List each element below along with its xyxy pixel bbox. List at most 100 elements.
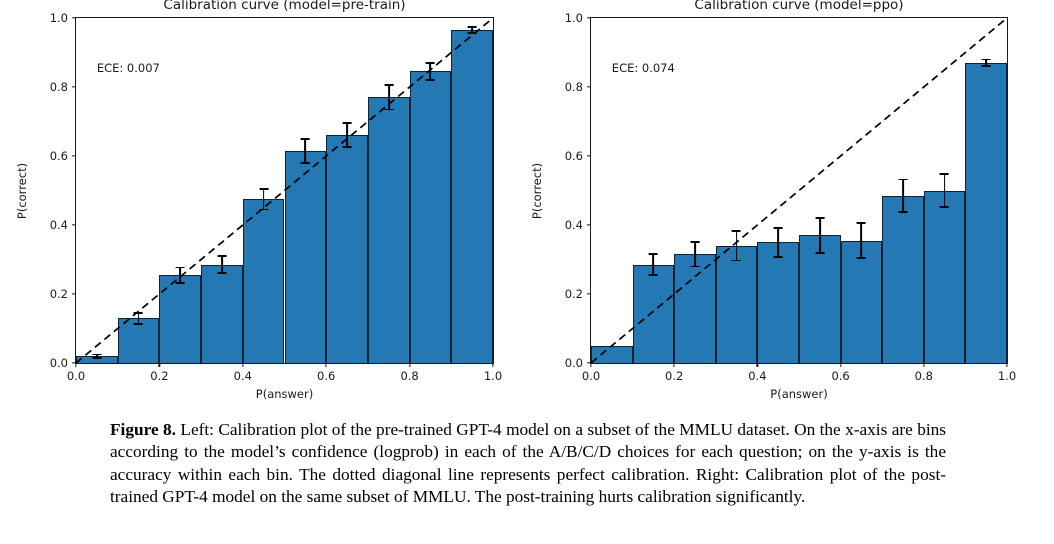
y-tick-mark [587, 155, 591, 157]
error-bar [179, 267, 182, 283]
y-tick-label: 0.0 [564, 356, 583, 370]
x-tick-label: 0.0 [581, 369, 601, 383]
histogram-bar [715, 245, 758, 363]
x-tick-label: 0.6 [831, 369, 850, 383]
x-tick-label: 0.4 [233, 369, 252, 383]
y-tick-label: 0.4 [564, 218, 583, 232]
y-tick-label: 0.6 [564, 149, 583, 163]
y-tick-mark [72, 17, 76, 19]
error-bar [943, 174, 946, 207]
histogram-bar [409, 71, 452, 363]
x-tick-mark [242, 363, 244, 367]
histogram-bar [367, 97, 410, 363]
x-tick-label: 0.4 [748, 369, 767, 383]
histogram-bar [799, 235, 841, 363]
plot-area: ECE: 0.007 0.0 0.2 0.4 0.6 0.8 1.0 0.0 0.2 0.4 0.… [50, 11, 502, 383]
histogram-bar [923, 190, 966, 363]
error-bar [985, 59, 988, 67]
histogram-bar [201, 264, 243, 363]
histogram-bar [674, 254, 716, 363]
chart-title: Calibration curve (model=ppo) [694, 0, 904, 13]
error-bar [346, 123, 348, 148]
ece-annotation: ECE: 0.007 [96, 61, 160, 76]
error-bar [694, 242, 696, 267]
x-tick-mark [492, 363, 494, 367]
y-tick-label: 1.0 [49, 11, 68, 25]
histogram-bar [284, 150, 327, 363]
y-tick-mark [72, 86, 76, 88]
y-tick-label: 0.2 [49, 287, 68, 301]
histogram-bar [326, 135, 368, 363]
error-bar [652, 254, 655, 276]
error-bar [304, 138, 307, 163]
error-bar [429, 62, 432, 81]
x-tick-mark [756, 363, 759, 367]
chart-ppo: Calibration curve (model=ppo) P(correct)… [530, 0, 1016, 401]
y-tick-mark [72, 224, 76, 226]
y-tick-label: 0.8 [564, 80, 583, 94]
chart-title: Calibration curve (model=pre-train) [163, 0, 406, 13]
x-tick-mark [590, 363, 592, 367]
x-tick-label: 0.2 [150, 369, 169, 383]
x-tick-mark [325, 363, 327, 367]
error-bar [471, 27, 474, 33]
x-tick-mark [408, 363, 411, 367]
error-bar [262, 188, 265, 210]
error-bar [221, 256, 223, 274]
y-tick-label: 0.4 [49, 218, 68, 232]
chart-pretrain: Calibration curve (model=pre-train) P(co… [15, 0, 502, 401]
error-bar [902, 179, 904, 212]
y-axis-label: P(correct) [530, 162, 544, 219]
x-tick-mark [673, 363, 675, 367]
y-tick-label: 0.2 [564, 287, 583, 301]
histogram-bar [117, 318, 160, 363]
histogram-bar [451, 30, 493, 363]
histogram-bar [159, 275, 202, 363]
figure-caption: Figure 8. Left: Calibration plot of the … [110, 419, 946, 509]
histogram-bar [965, 62, 1007, 363]
y-tick-mark [587, 86, 591, 88]
x-tick-mark [1006, 363, 1008, 367]
y-tick-mark [72, 155, 76, 157]
y-tick-mark [72, 362, 76, 364]
y-tick-label: 1.0 [564, 11, 583, 25]
y-axis-label: P(correct) [15, 162, 29, 219]
x-tick-mark [923, 363, 925, 367]
x-tick-label: 0.8 [400, 369, 419, 383]
histogram-bar [757, 242, 799, 363]
x-axis-label: P(answer) [255, 387, 314, 401]
error-bar [818, 218, 821, 253]
x-tick-label: 0.8 [914, 369, 933, 383]
histogram-bar [242, 199, 285, 363]
figure-caption-label: Figure 8. [110, 420, 176, 439]
histogram-bar [591, 345, 633, 363]
x-tick-label: 1.0 [483, 369, 503, 383]
x-tick-mark [839, 363, 842, 367]
error-bar [777, 227, 780, 257]
histogram-bar [882, 195, 924, 363]
ece-annotation: ECE: 0.074 [611, 61, 675, 76]
y-tick-mark [587, 362, 591, 364]
x-axis-label: P(answer) [770, 387, 828, 401]
figure-caption-text: Left: Calibration plot of the pre-traine… [110, 420, 947, 507]
x-tick-mark [75, 363, 77, 367]
error-bar [735, 230, 738, 261]
error-bar [860, 222, 863, 259]
plot-area: ECE: 0.074 0.0 0.2 0.4 0.6 0.8 1.0 0.0 0.2 0.4 0.… [565, 11, 1016, 383]
x-tick-label: 0.6 [317, 369, 336, 383]
y-tick-mark [587, 224, 591, 226]
y-tick-label: 0.8 [49, 80, 68, 94]
histogram-bar [632, 264, 675, 363]
x-tick-label: 0.0 [66, 369, 86, 383]
x-tick-mark [158, 363, 161, 367]
y-tick-mark [72, 293, 76, 295]
y-tick-mark [587, 17, 591, 19]
error-bar [387, 85, 390, 110]
error-bar [137, 312, 140, 324]
y-tick-label: 0.0 [49, 356, 68, 370]
x-tick-label: 1.0 [997, 369, 1017, 383]
y-tick-mark [587, 293, 591, 295]
x-tick-label: 0.2 [665, 369, 684, 383]
error-bar [95, 354, 98, 358]
